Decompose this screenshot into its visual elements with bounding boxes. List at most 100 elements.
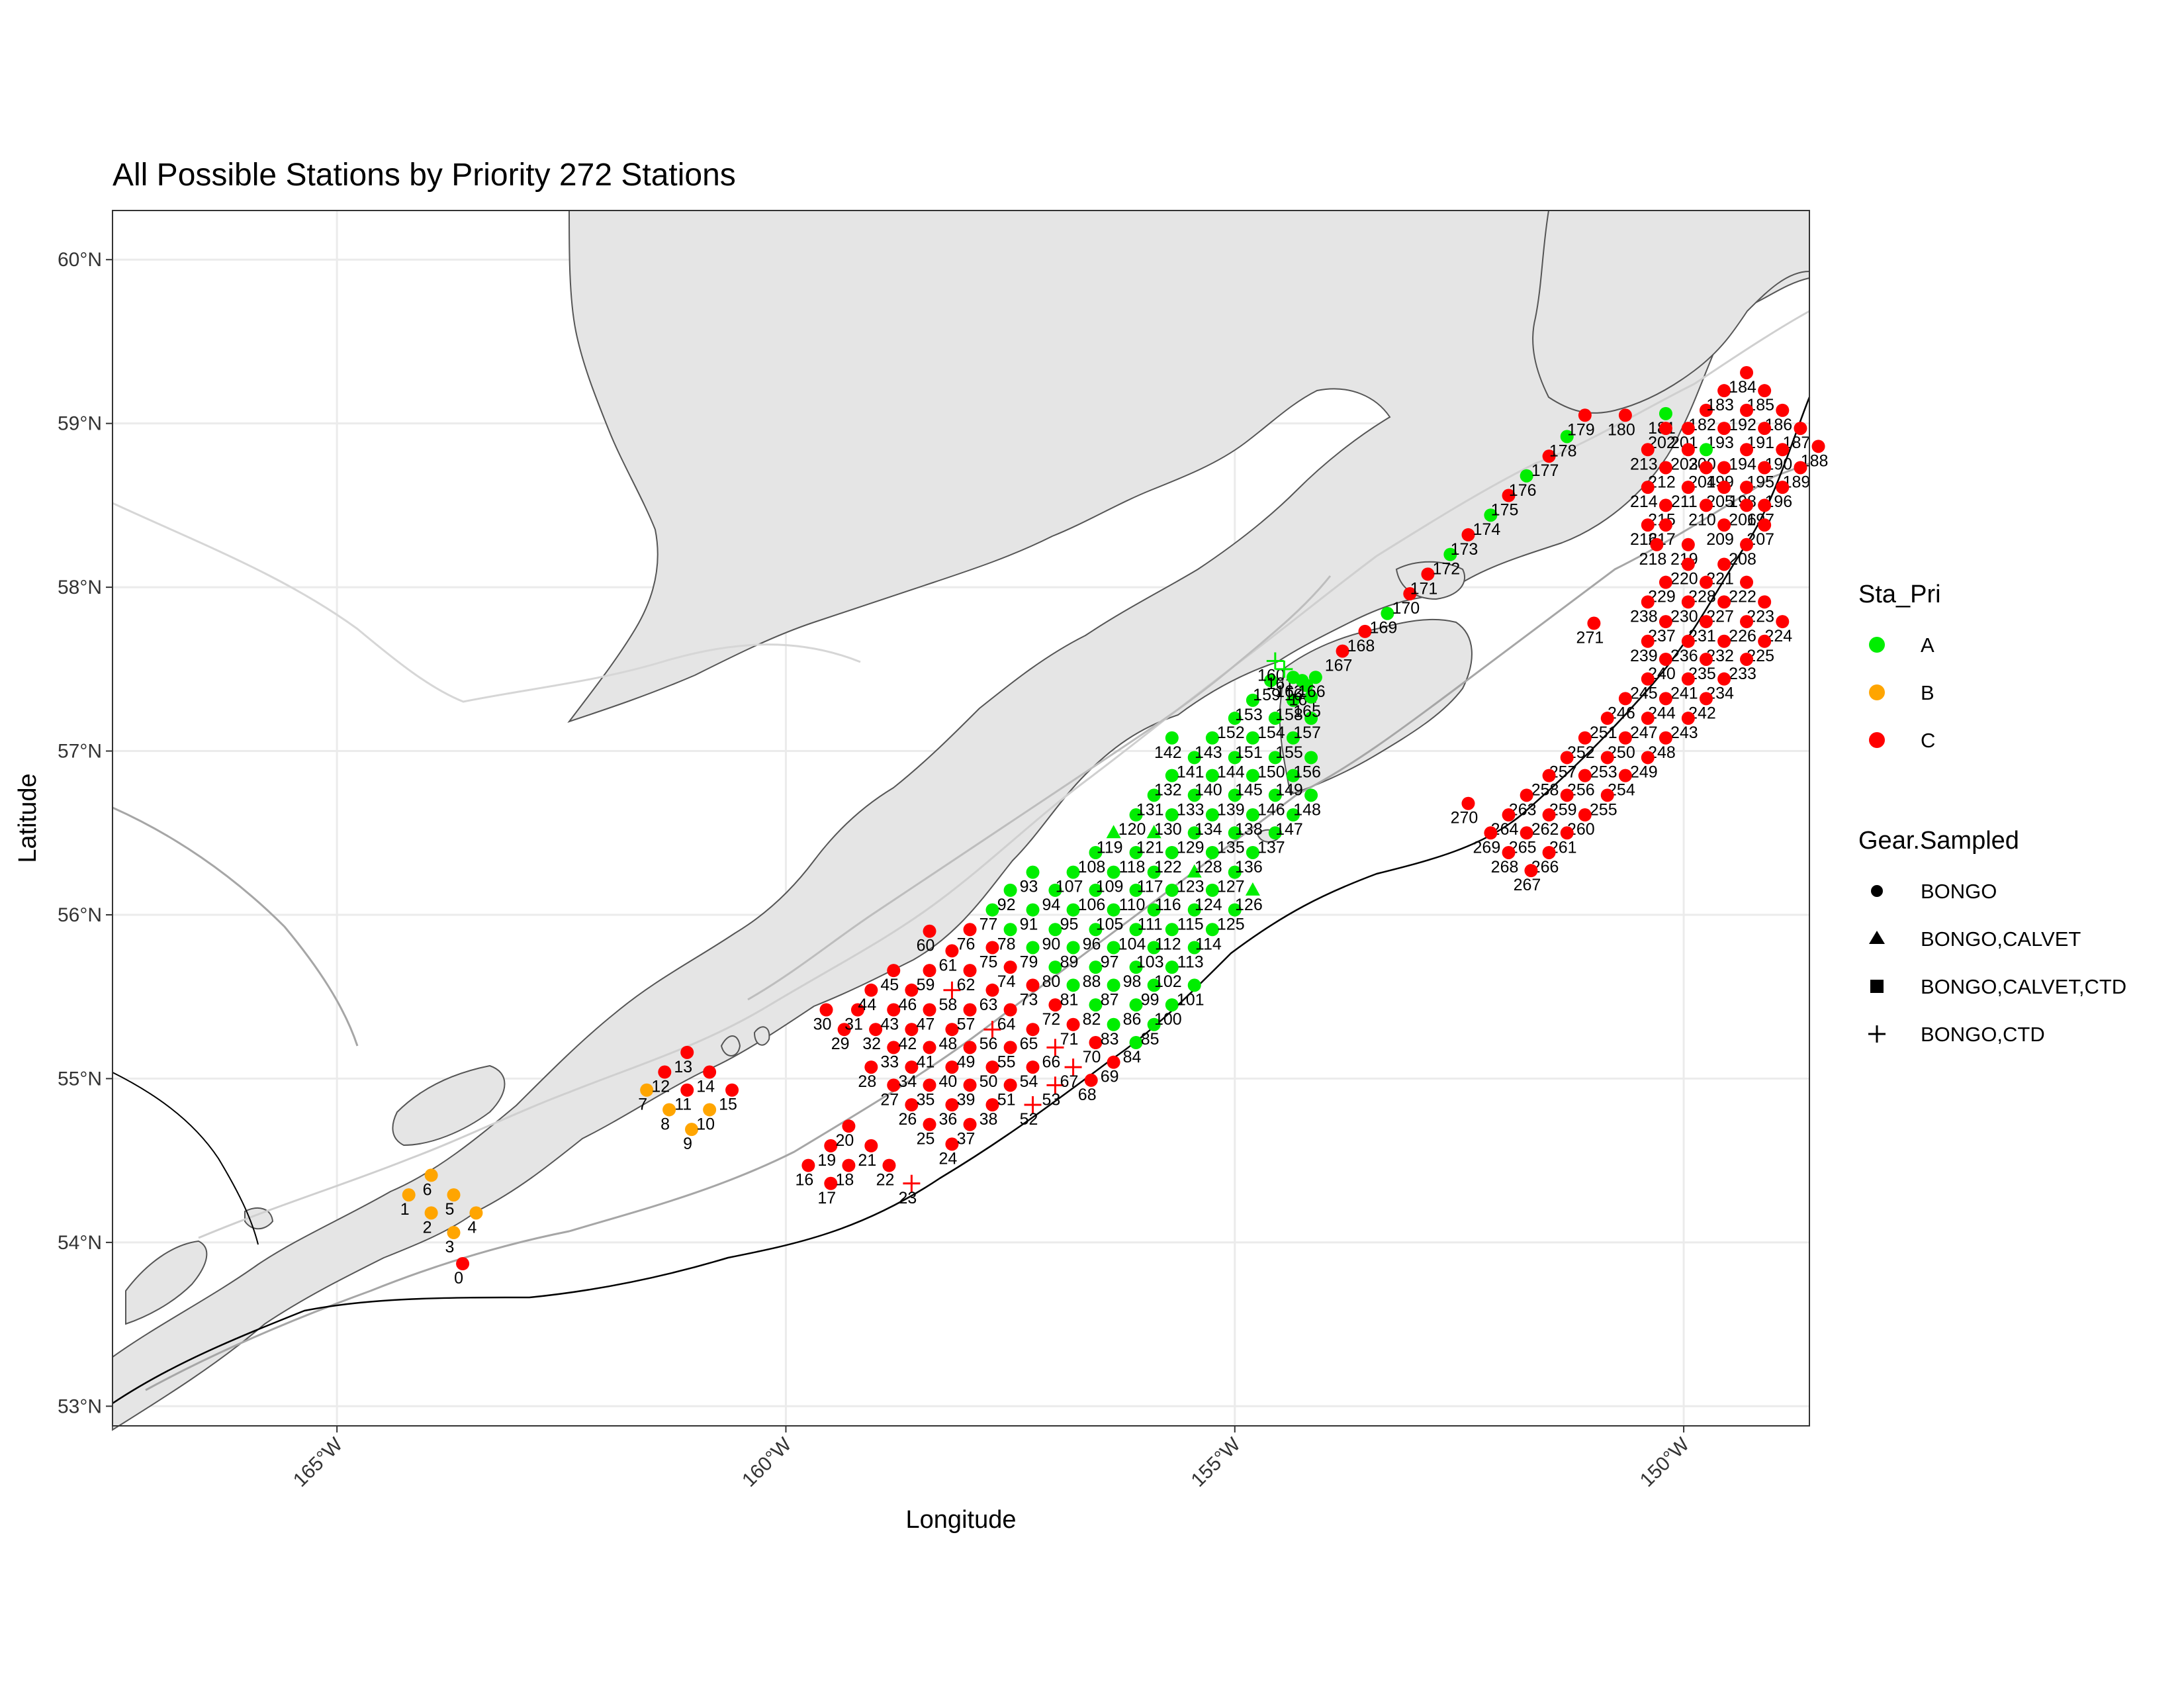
station-label: 146 bbox=[1257, 800, 1285, 819]
station-label: 46 bbox=[898, 996, 917, 1014]
station-155: 155 bbox=[1275, 731, 1303, 762]
station-label: 51 bbox=[997, 1090, 1016, 1109]
station-137: 137 bbox=[1257, 826, 1285, 857]
station-label: 52 bbox=[1020, 1110, 1038, 1129]
station-label: 152 bbox=[1217, 724, 1245, 742]
station-label: 210 bbox=[1688, 510, 1716, 529]
station-109: 109 bbox=[1096, 865, 1123, 896]
station-marker-circle bbox=[1066, 865, 1080, 879]
station-marker-circle bbox=[1228, 712, 1242, 726]
station-label: 28 bbox=[858, 1072, 876, 1091]
station-marker-circle bbox=[1026, 941, 1040, 955]
station-88: 88 bbox=[1083, 961, 1103, 991]
station-89: 89 bbox=[1060, 941, 1080, 971]
station-marker-circle bbox=[1107, 903, 1120, 917]
station-marker-circle bbox=[1089, 845, 1103, 859]
station-180: 180 bbox=[1608, 408, 1635, 439]
station-marker-circle bbox=[1246, 845, 1259, 859]
station-192: 192 bbox=[1729, 403, 1756, 434]
station-marker-circle bbox=[1600, 712, 1614, 726]
station-marker-circle bbox=[1304, 712, 1318, 726]
station-label: 128 bbox=[1195, 858, 1222, 876]
station-marker-circle bbox=[905, 1023, 919, 1037]
station-marker-circle bbox=[1659, 422, 1672, 436]
station-label: 183 bbox=[1706, 396, 1734, 414]
station-label: 50 bbox=[979, 1072, 998, 1091]
station-245: 245 bbox=[1630, 672, 1658, 703]
station-13: 13 bbox=[674, 1045, 694, 1076]
station-78: 78 bbox=[997, 923, 1017, 953]
station-marker-circle bbox=[1659, 406, 1672, 420]
station-marker-circle bbox=[1542, 808, 1556, 822]
station-label: 21 bbox=[858, 1151, 876, 1170]
station-marker-plus bbox=[1266, 652, 1284, 670]
station-103: 103 bbox=[1136, 941, 1164, 971]
station-label: 117 bbox=[1137, 878, 1163, 896]
station-label: 33 bbox=[880, 1053, 899, 1071]
station-label: 158 bbox=[1275, 706, 1303, 724]
station-label: 80 bbox=[1042, 972, 1061, 991]
station-marker-circle bbox=[923, 1078, 936, 1092]
station-label: 0 bbox=[454, 1269, 463, 1288]
station-186: 186 bbox=[1764, 403, 1792, 434]
station-label: 48 bbox=[939, 1035, 958, 1053]
station-108: 108 bbox=[1078, 845, 1106, 876]
station-marker-circle bbox=[1681, 538, 1695, 551]
station-marker-circle bbox=[1681, 595, 1695, 609]
station-marker-circle bbox=[1811, 440, 1825, 453]
station-label: 230 bbox=[1670, 607, 1698, 626]
station-127: 127 bbox=[1217, 865, 1245, 896]
station-235: 235 bbox=[1688, 652, 1716, 683]
station-label: 34 bbox=[898, 1072, 917, 1091]
station-label: 10 bbox=[696, 1115, 715, 1133]
station-marker-triangle bbox=[1146, 825, 1161, 839]
station-59: 59 bbox=[917, 964, 936, 994]
station-14: 14 bbox=[696, 1065, 717, 1096]
station-marker-circle bbox=[1107, 1017, 1120, 1031]
station-marker-circle bbox=[1699, 461, 1713, 475]
station-label: 120 bbox=[1118, 820, 1146, 839]
station-label: 108 bbox=[1078, 858, 1106, 876]
station-label: 14 bbox=[696, 1078, 715, 1096]
station-marker-circle bbox=[1681, 422, 1695, 436]
station-187: 187 bbox=[1783, 422, 1810, 452]
station-label: 194 bbox=[1729, 455, 1756, 473]
station-42: 42 bbox=[898, 1023, 919, 1053]
station-marker-plus bbox=[1046, 1076, 1064, 1094]
station-258: 258 bbox=[1531, 769, 1559, 800]
station-218: 218 bbox=[1639, 538, 1666, 569]
station-label: 101 bbox=[1177, 990, 1205, 1009]
station-label: 179 bbox=[1567, 420, 1595, 439]
station-marker-circle bbox=[1381, 606, 1394, 620]
station-label: 143 bbox=[1195, 743, 1222, 762]
station-70: 70 bbox=[1083, 1035, 1103, 1066]
station-label: 159 bbox=[1253, 686, 1281, 704]
y-tick-label: 54°N bbox=[58, 1232, 102, 1254]
station-label: 178 bbox=[1549, 442, 1577, 460]
station-176: 176 bbox=[1509, 469, 1537, 500]
legend-priority-a-swatch bbox=[1869, 637, 1885, 653]
station-92: 92 bbox=[997, 883, 1017, 914]
station-2: 2 bbox=[423, 1206, 438, 1237]
station-label: 258 bbox=[1531, 781, 1559, 800]
station-marker-circle bbox=[1681, 443, 1695, 457]
station-label: 174 bbox=[1473, 520, 1501, 539]
x-axis-title: Longitude bbox=[906, 1506, 1017, 1534]
station-marker-circle bbox=[662, 1103, 676, 1117]
station-marker-circle bbox=[842, 1119, 856, 1133]
station-195: 195 bbox=[1747, 461, 1774, 491]
station-marker-circle bbox=[1776, 615, 1790, 629]
station-label: 29 bbox=[831, 1035, 850, 1053]
station-label: 11 bbox=[674, 1096, 692, 1114]
station-189: 189 bbox=[1783, 461, 1810, 491]
station-label: 41 bbox=[917, 1053, 935, 1071]
station-marker-circle bbox=[1187, 941, 1201, 955]
station-label: 156 bbox=[1293, 763, 1321, 781]
contour-bering-mid bbox=[112, 806, 359, 1047]
station-40: 40 bbox=[939, 1060, 959, 1091]
station-38: 38 bbox=[979, 1098, 999, 1129]
station-120: 120 bbox=[1118, 808, 1146, 839]
station-marker-circle bbox=[1129, 808, 1143, 822]
station-170: 170 bbox=[1392, 587, 1420, 618]
station-label: 53 bbox=[1042, 1090, 1061, 1109]
